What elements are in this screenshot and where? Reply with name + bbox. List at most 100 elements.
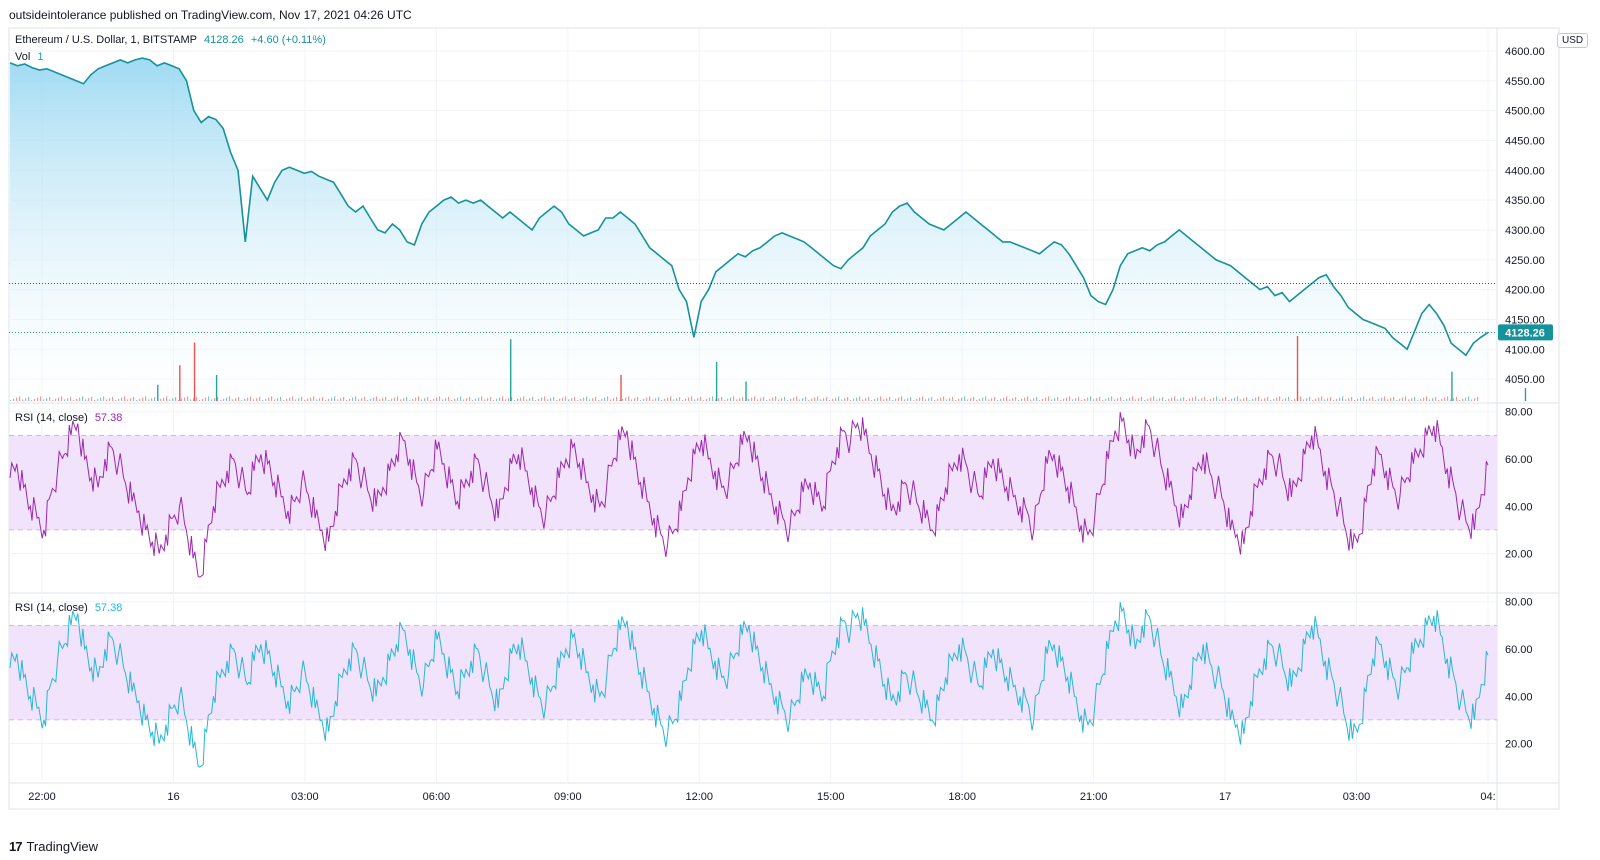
volume-bar (1252, 398, 1254, 401)
volume-bar (241, 400, 243, 401)
volume-bar (1423, 397, 1425, 401)
volume-bar (289, 397, 291, 401)
volume-bar (559, 398, 561, 401)
volume-bar (652, 399, 654, 401)
volume-bar (1180, 398, 1182, 401)
volume-bar (493, 400, 495, 401)
volume-bar (934, 400, 936, 401)
volume-bar (526, 399, 528, 401)
volume-bar (238, 397, 240, 401)
volume-bar (856, 397, 858, 401)
volume-bar (40, 396, 42, 401)
symbol-legend[interactable]: Ethereum / U.S. Dollar, 1, BITSTAMP 4128… (15, 34, 330, 46)
rsi-legend-1[interactable]: RSI (14, close) 57.38 (15, 412, 126, 424)
volume-bar (382, 398, 384, 401)
volume-bar (1018, 400, 1020, 401)
volume-bar (253, 399, 255, 401)
volume-bar (1069, 396, 1071, 401)
volume-bar (151, 398, 153, 401)
volume-bar (133, 397, 135, 401)
volume-legend[interactable]: Vol 1 (15, 51, 47, 63)
volume-bar (1477, 397, 1479, 401)
volume-bar (271, 396, 273, 401)
volume-bar (1402, 397, 1404, 401)
volume-bar (1063, 398, 1065, 401)
volume-bar (1387, 399, 1389, 401)
volume-bar (70, 397, 72, 401)
rsi-legend-2[interactable]: RSI (14, close) 57.38 (15, 602, 126, 614)
volume-bar (1318, 397, 1320, 401)
volume-bar (1462, 398, 1464, 401)
volume-spike (157, 384, 159, 401)
volume-bar (814, 397, 816, 401)
volume-bar (1093, 399, 1095, 401)
volume-bar (1471, 399, 1473, 401)
volume-bar (499, 397, 501, 401)
symbol-label: Ethereum / U.S. Dollar, 1, BITSTAMP (15, 34, 197, 46)
volume-bar (166, 396, 168, 401)
currency-badge[interactable]: USD (1557, 33, 1589, 48)
volume-bar (718, 398, 720, 401)
volume-bar (712, 396, 714, 401)
volume-bar (136, 400, 138, 401)
volume-spike (1524, 388, 1527, 401)
volume-bar (823, 398, 825, 401)
volume-bar (328, 398, 330, 401)
volume-bar (1426, 396, 1428, 401)
volume-bar (403, 398, 405, 401)
rsi-value-1: 57.38 (94, 412, 123, 424)
volume-bar (388, 400, 390, 401)
volume-bar (175, 397, 177, 401)
volume-bar (1309, 397, 1311, 401)
volume-bar (976, 400, 978, 401)
volume-bar (445, 398, 447, 401)
rsi-value-2: 57.38 (94, 602, 123, 614)
volume-bar (673, 399, 675, 401)
volume-bar (511, 397, 513, 401)
volume-bar (550, 398, 552, 401)
volume-bar (121, 397, 123, 401)
volume-bar (430, 400, 432, 401)
price-pane (9, 57, 1497, 403)
volume-bar (1459, 400, 1461, 401)
volume-bar (1363, 396, 1365, 401)
tradingview-logo[interactable]: 17 TradingView (9, 839, 98, 854)
volume-bar (1288, 397, 1290, 401)
volume-bar (904, 399, 906, 401)
volume-bar (1003, 397, 1005, 401)
volume-bar (997, 400, 999, 401)
volume-bar (1453, 398, 1455, 401)
volume-bar (178, 400, 180, 401)
volume-bar (1132, 396, 1134, 401)
volume-bar (454, 398, 456, 401)
volume-bar (679, 397, 681, 401)
volume-bar (19, 396, 21, 401)
volume-bar (721, 397, 723, 401)
volume-bar (187, 396, 189, 401)
volume-bar (1432, 398, 1434, 401)
volume-bar (484, 399, 486, 401)
volume-bar (1207, 400, 1209, 401)
volume-bar (400, 399, 402, 401)
volume-bar (310, 397, 312, 401)
volume-bar (139, 398, 141, 401)
volume-bar (805, 397, 807, 401)
volume-bar (631, 399, 633, 401)
volume-bar (1159, 398, 1161, 401)
volume-bar (1342, 396, 1344, 401)
volume-bar (1222, 398, 1224, 401)
volume-bar (205, 397, 207, 401)
volume-bar (955, 400, 957, 401)
volume-bar (301, 397, 303, 401)
volume-bar (331, 397, 333, 401)
volume-bar (1351, 397, 1353, 401)
volume-bar (670, 396, 672, 401)
volume-bar (838, 396, 840, 401)
volume-bar (658, 397, 660, 401)
volume-bar (379, 399, 381, 401)
volume-bar (967, 399, 969, 401)
volume-bar (1294, 398, 1296, 401)
y-tick-label-price: 4200.00 (1505, 285, 1545, 297)
volume-bar (1210, 398, 1212, 401)
